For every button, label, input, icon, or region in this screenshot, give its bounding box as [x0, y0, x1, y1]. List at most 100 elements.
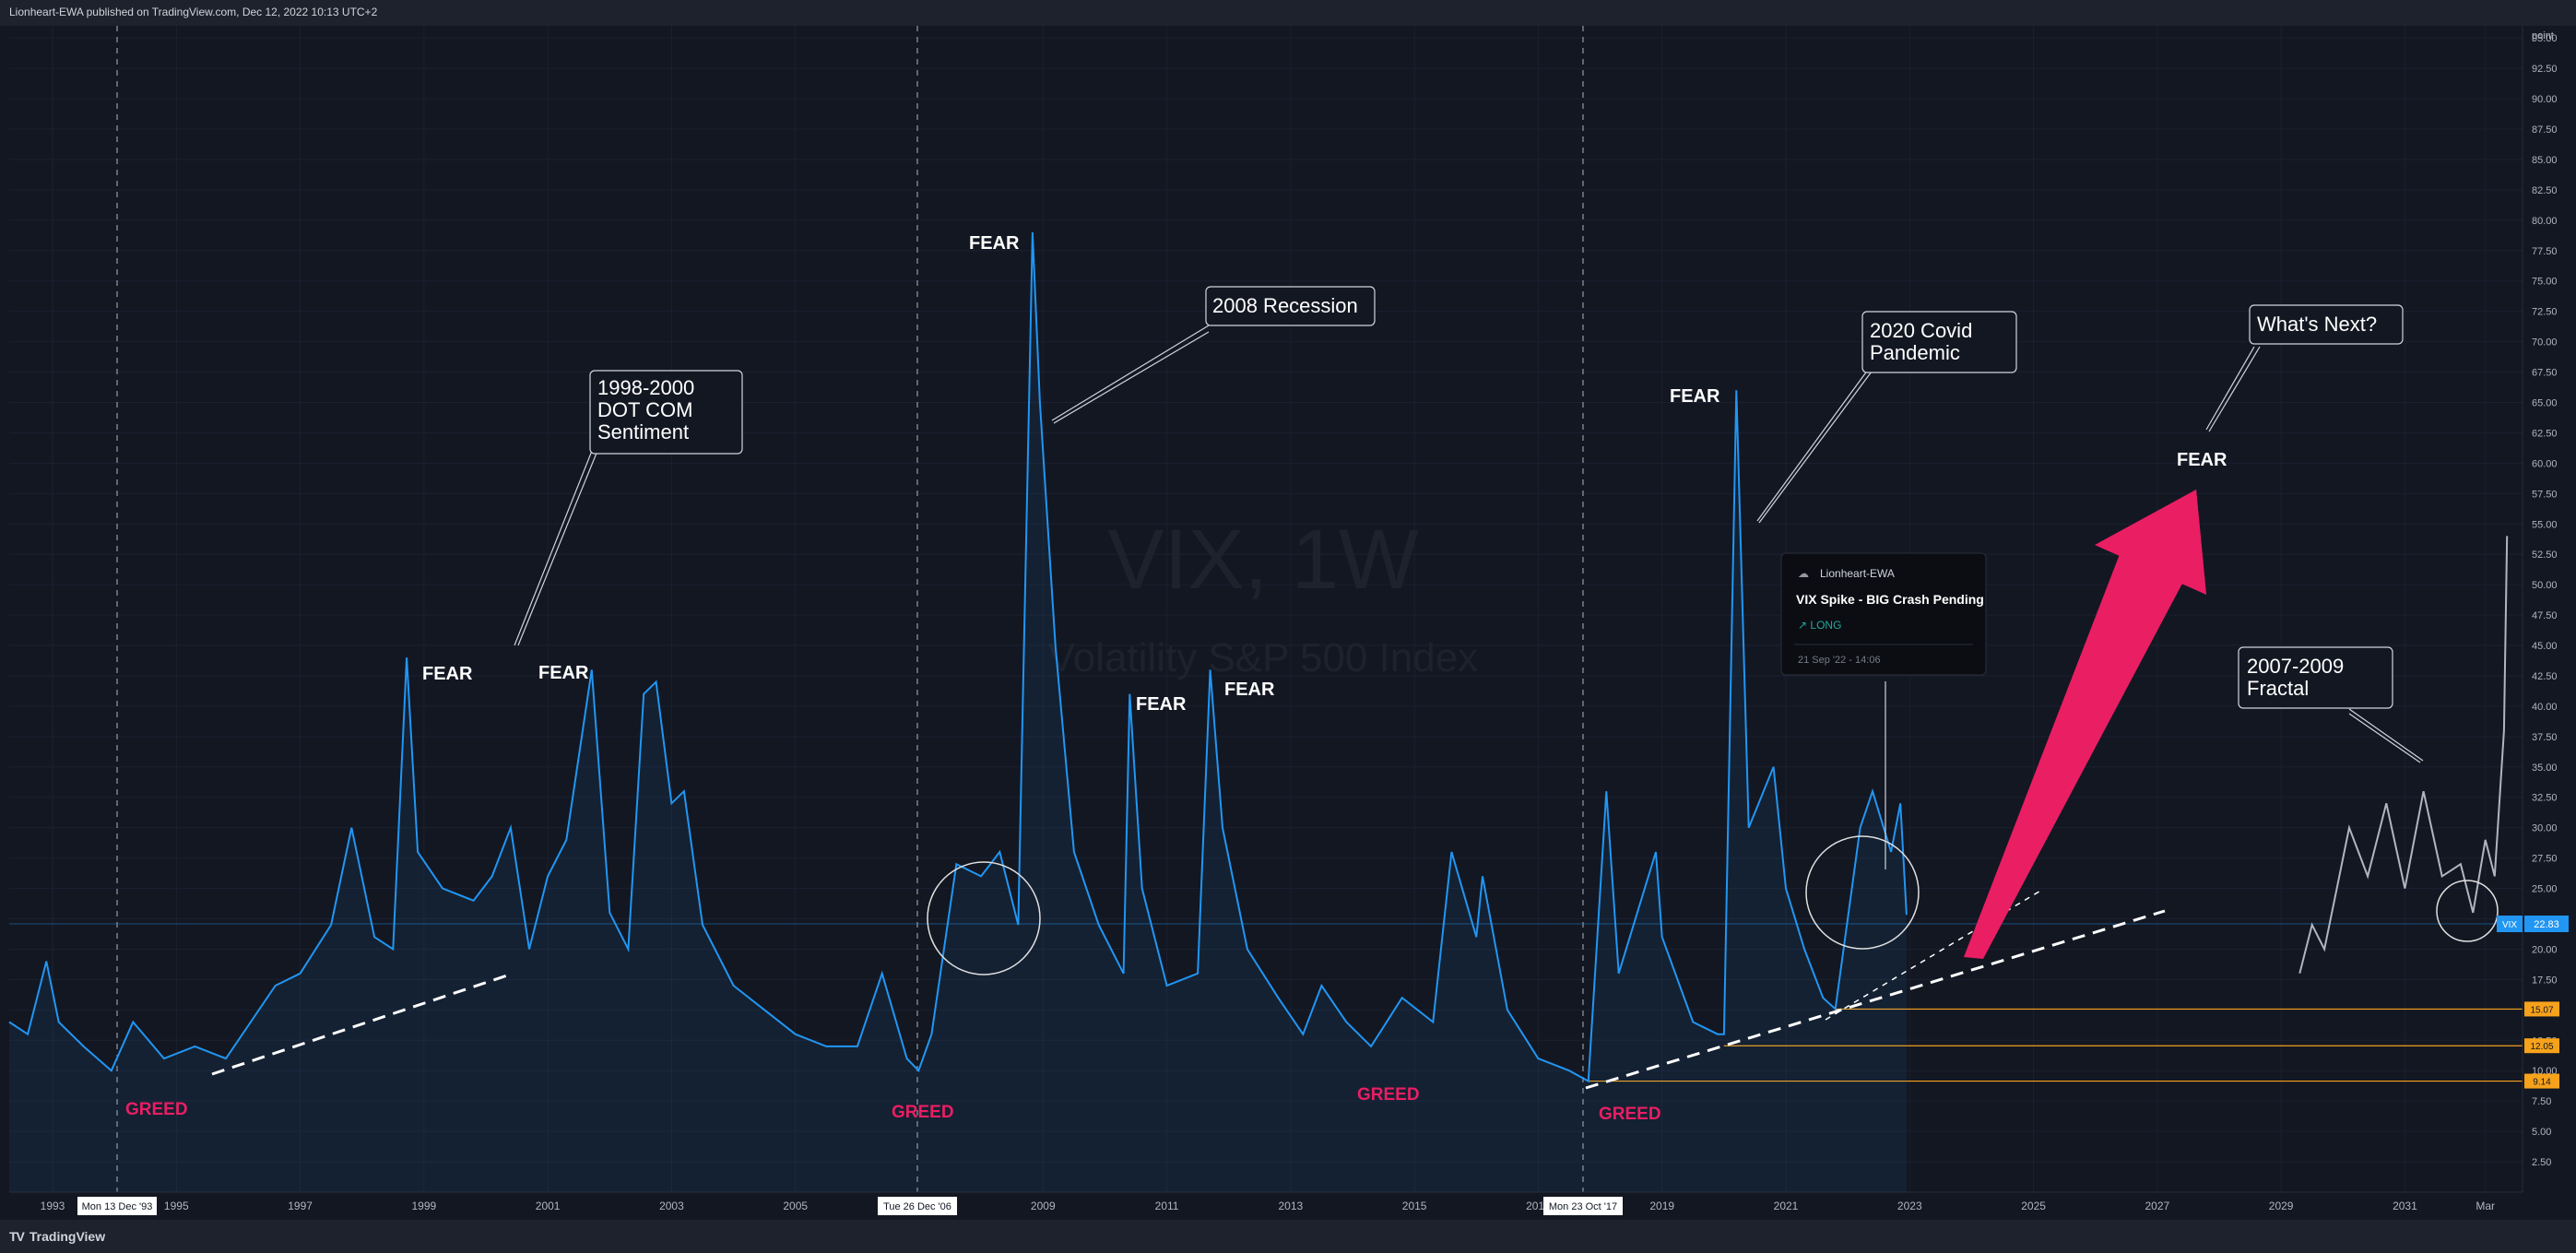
- callout-whats-next: What's Next?: [2249, 304, 2404, 345]
- x-tick-label: Mar: [2476, 1200, 2495, 1212]
- x-tick-label: 2009: [1031, 1200, 1056, 1212]
- x-tick-label: 2031: [2393, 1200, 2417, 1212]
- y-tick-label: 7.50: [2532, 1096, 2551, 1107]
- y-tick-label: 45.00: [2532, 641, 2558, 652]
- callout-whats-next-text: What's Next?: [2257, 313, 2377, 336]
- y-tick-label: 77.50: [2532, 246, 2558, 257]
- x-tick-label: 2027: [2145, 1200, 2170, 1212]
- support-level-value: 12.05: [2530, 1042, 2553, 1052]
- idea-title[interactable]: VIX Spike - BIG Crash Pending: [1796, 592, 1984, 607]
- fear-label-next: FEAR: [2177, 450, 2227, 470]
- y-tick-label: 37.50: [2532, 732, 2558, 743]
- callout-dotcom-line3: Sentiment: [597, 420, 689, 443]
- callout-recession-text: 2008 Recession: [1212, 294, 1358, 317]
- greed-label-2006: GREED: [892, 1103, 954, 1122]
- support-level-badge: [2524, 1001, 2559, 1017]
- idea-author-icon: ☁: [1798, 567, 1809, 580]
- callout-covid-line2: Pandemic: [1870, 341, 1960, 364]
- y-tick-label: 30.00: [2532, 823, 2558, 834]
- date-flag-2006: Tue 26 Dec '06: [878, 1197, 957, 1215]
- greed-labels: GREED GREED GREED GREED: [125, 1085, 1661, 1124]
- publisher-bar: Lionheart-EWA published on TradingView.c…: [0, 0, 2576, 26]
- greed-label-2017: GREED: [1599, 1105, 1661, 1124]
- x-tick-label: 1997: [288, 1200, 313, 1212]
- support-level-value: 15.07: [2530, 1005, 2553, 1015]
- callout-fractal: 2007-2009 Fractal: [2238, 646, 2393, 709]
- svg-text:Mon 23 Oct '17: Mon 23 Oct '17: [1549, 1201, 1617, 1212]
- y-tick-label: 50.00: [2532, 580, 2558, 591]
- highlight-circles: [927, 835, 2499, 975]
- y-tick-label: 55.00: [2532, 519, 2558, 530]
- x-tick-label: 2021: [1774, 1200, 1799, 1212]
- time-axis[interactable]: 1993 1995 1997 1999 2001 2003 2005 2009 2011 2013…: [9, 1191, 2523, 1215]
- watermark-subtitle: Volatility S&P 500 Index: [1048, 635, 1478, 680]
- y-tick-label: 65.00: [2532, 397, 2558, 408]
- x-tick-label: 1995: [164, 1200, 189, 1212]
- y-tick-label: 5.00: [2532, 1127, 2551, 1138]
- watermark-title: VIX, 1W: [1107, 513, 1419, 607]
- callout-fractal-line1: 2007-2009: [2247, 655, 2344, 678]
- y-tick-label: 42.50: [2532, 671, 2558, 682]
- whats-next-arrow: [1964, 490, 2206, 959]
- idea-direction: ↗ LONG: [1798, 619, 1841, 632]
- price-axis[interactable]: point 2.505.007.5010.0012.5015.0017.5020…: [2497, 26, 2569, 1192]
- x-tick-label: 1999: [412, 1200, 437, 1212]
- x-tick-label: 2005: [783, 1200, 808, 1212]
- support-level-value: 9.14: [2533, 1078, 2551, 1088]
- x-tick-label: 1993: [41, 1200, 65, 1212]
- x-tick-label: 2023: [1897, 1200, 1922, 1212]
- price-axis-unit: point: [2532, 30, 2554, 41]
- vix-area-fill: [9, 232, 1907, 1192]
- fear-label-2001: FEAR: [538, 663, 589, 683]
- support-level-badge: [2524, 1073, 2559, 1089]
- x-tick-label: 2025: [2021, 1200, 2046, 1212]
- callout-covid: 2020 Covid Pandemic: [1861, 311, 2017, 373]
- fear-label-1998: FEAR: [422, 664, 473, 684]
- tradingview-logo[interactable]: TV TradingView: [9, 1229, 105, 1244]
- x-tick-label: 2029: [2269, 1200, 2294, 1212]
- callout-dotcom-line1: 1998-2000: [597, 376, 694, 399]
- svg-text:VIX: VIX: [2502, 920, 2517, 930]
- vix-chart[interactable]: VIX, 1W Volatility S&P 500 Index: [0, 26, 2576, 1220]
- y-tick-label: 17.50: [2532, 975, 2558, 986]
- y-tick-label: 40.00: [2532, 702, 2558, 713]
- idea-card[interactable]: ☁ Lionheart-EWA VIX Spike - BIG Crash Pe…: [1780, 552, 1987, 676]
- y-tick-label: 32.50: [2532, 793, 2558, 804]
- tradingview-logo-text: TradingView: [29, 1229, 106, 1244]
- x-tick-label: 2011: [1155, 1200, 1179, 1212]
- y-tick-label: 52.50: [2532, 550, 2558, 561]
- svg-text:Mon 13 Dec '93: Mon 13 Dec '93: [82, 1201, 153, 1212]
- y-tick-label: 60.00: [2532, 458, 2558, 469]
- current-price-badge: VIX 22.83: [2497, 916, 2569, 932]
- footer-bar: [0, 1220, 2576, 1253]
- y-tick-label: 20.00: [2532, 944, 2558, 955]
- fear-label-2008: FEAR: [969, 233, 1020, 254]
- vix-series-line[interactable]: [8, 231, 1908, 1083]
- greed-label-1993: GREED: [125, 1100, 188, 1119]
- y-tick-label: 87.50: [2532, 124, 2558, 136]
- y-tick-label: 95.00: [2532, 33, 2558, 44]
- callout-dotcom-line2: DOT COM: [597, 398, 692, 421]
- y-tick-label: 72.50: [2532, 307, 2558, 318]
- date-flag-2017: Mon 23 Oct '17: [1543, 1197, 1623, 1215]
- callout-fractal-line2: Fractal: [2247, 677, 2309, 700]
- fear-label-2011: FEAR: [1224, 680, 1275, 700]
- idea-author: Lionheart-EWA: [1820, 567, 1895, 580]
- x-tick-label: 2015: [1402, 1200, 1427, 1212]
- svg-text:22.83: 22.83: [2534, 919, 2559, 930]
- y-tick-label: 80.00: [2532, 216, 2558, 227]
- x-tick-label: 2001: [536, 1200, 561, 1212]
- y-tick-label: 62.50: [2532, 428, 2558, 439]
- chart-grid: [9, 26, 2523, 1192]
- date-flag-1993: Mon 13 Dec '93: [77, 1197, 157, 1215]
- y-tick-label: 92.50: [2532, 64, 2558, 75]
- y-tick-label: 75.00: [2532, 277, 2558, 288]
- x-tick-label: 2003: [659, 1200, 684, 1212]
- fractal-series-line[interactable]: [2298, 536, 2509, 975]
- support-level-badge: [2524, 1038, 2559, 1054]
- y-tick-label: 25.00: [2532, 884, 2558, 895]
- callout-dotcom: 1998-2000 DOT COM Sentiment: [589, 370, 743, 455]
- y-tick-label: 67.50: [2532, 368, 2558, 379]
- y-tick-label: 35.00: [2532, 762, 2558, 774]
- fear-label-2020: FEAR: [1670, 386, 1720, 407]
